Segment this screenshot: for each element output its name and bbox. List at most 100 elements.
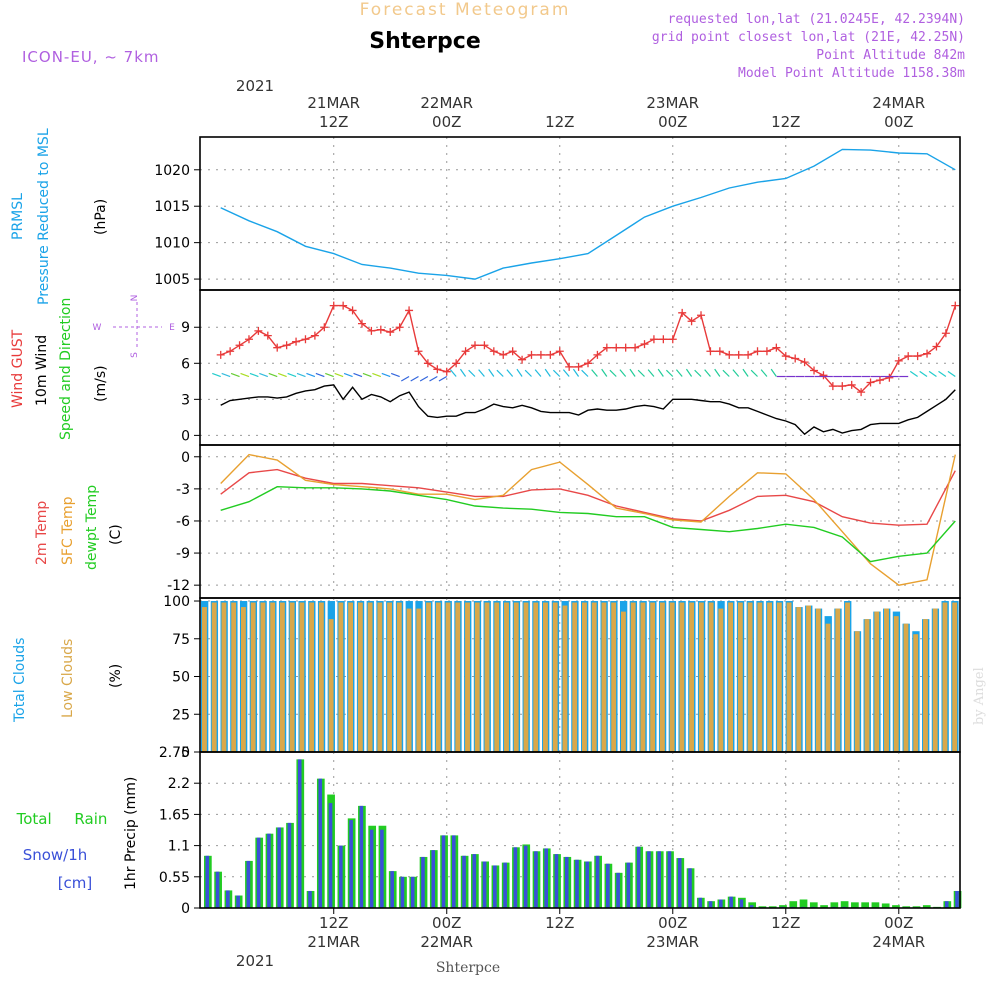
- gust-marker: [612, 343, 621, 352]
- requested-coords: requested lon,lat (21.0245E, 42.2394N): [668, 12, 965, 27]
- pressure-labels: PRMSL Pressure Reduced to MSL (hPa): [10, 128, 109, 305]
- low-cloud-bar: [260, 602, 266, 752]
- rain-bar: [830, 902, 839, 908]
- top-hour-label: 12Z: [319, 113, 348, 131]
- gust-marker: [857, 388, 866, 397]
- panel-wind: 0 3 6 9: [181, 289, 961, 446]
- rain-bar: [799, 899, 808, 908]
- bottom-year-label: 2021: [236, 952, 274, 970]
- snow-bar: [410, 876, 415, 908]
- wind-arrow: [230, 372, 240, 378]
- gust-marker: [866, 378, 875, 387]
- top-hour-label: 12Z: [545, 113, 574, 131]
- y-tick-label: 1.65: [159, 807, 190, 823]
- low-cloud-bar: [864, 619, 870, 752]
- gust-marker: [781, 352, 790, 361]
- gust-marker: [480, 341, 489, 350]
- low-cloud-bar: [737, 602, 743, 752]
- wind-gust-label: Wind GUST: [10, 329, 26, 408]
- low-cloud-bar: [299, 602, 305, 752]
- y-tick-label: 0: [181, 428, 190, 444]
- snow-bar: [226, 890, 230, 908]
- wind-arrow: [572, 368, 580, 377]
- gust-marker: [875, 376, 884, 385]
- low-cloud-bar: [669, 602, 675, 752]
- bottom-hour-label: 00Z: [658, 914, 687, 932]
- snow-bar: [749, 905, 754, 908]
- low-cloud-bar: [913, 634, 919, 752]
- wind-arrow: [249, 372, 259, 378]
- gust-marker: [489, 347, 498, 356]
- low-cloud-bar: [620, 611, 626, 752]
- sfc-temp-line: [220, 453, 956, 586]
- snow-bar: [205, 855, 210, 908]
- low-cloud-bar: [679, 602, 685, 752]
- wind-arrow: [400, 375, 410, 382]
- wind-arrow: [534, 369, 542, 377]
- gust-marker: [395, 323, 404, 332]
- y-tick-label: -6: [176, 514, 190, 530]
- chart-title: Shterpce: [369, 29, 481, 54]
- low-cloud-bar: [757, 602, 763, 752]
- low-cloud-bar: [796, 607, 802, 752]
- snow-label: Snow/1h: [23, 846, 88, 864]
- top-date-label: 22MAR: [420, 94, 473, 112]
- low-cloud-bar: [289, 602, 295, 752]
- gust-marker: [226, 347, 235, 356]
- panel-frame: [199, 444, 961, 599]
- snow-bar: [708, 901, 713, 908]
- gust-marker: [923, 349, 932, 358]
- top-hour-label: 00Z: [658, 113, 687, 131]
- rain-bar: [779, 905, 787, 908]
- gust-marker: [536, 350, 545, 359]
- gust-marker: [810, 366, 819, 375]
- gust-marker: [631, 343, 640, 352]
- temp-labels: 2m Temp SFC Temp dewpt Temp (C): [34, 485, 124, 570]
- y-tick-label: 2.2: [168, 776, 190, 792]
- gust-marker: [602, 343, 611, 352]
- low-cloud-bar: [387, 602, 392, 752]
- snow-bar: [688, 868, 692, 908]
- low-cloud-bar: [582, 602, 587, 752]
- pressure-label-prmsl: PRMSL: [10, 193, 26, 240]
- wind-line: [220, 384, 956, 436]
- low-cloud-bar: [416, 608, 422, 752]
- snow-bar: [544, 848, 549, 908]
- low-cloud-bar: [650, 602, 656, 752]
- snow-bar: [955, 890, 959, 908]
- gust-marker: [357, 319, 366, 328]
- y-tick-label: -12: [167, 578, 190, 594]
- model-label: ICON-EU, ~ 7km: [22, 48, 160, 66]
- pressure-line: [220, 148, 956, 280]
- gust-marker: [847, 380, 856, 389]
- gust-marker: [405, 306, 414, 315]
- gust-marker: [697, 311, 706, 320]
- snow-bar: [513, 847, 518, 908]
- wind-arrow: [429, 375, 438, 382]
- gust-marker: [527, 350, 536, 359]
- low-cloud-bar: [309, 602, 315, 752]
- total-clouds-label: Total Clouds: [12, 638, 28, 723]
- gust-marker: [310, 331, 319, 340]
- wind-arrow: [714, 368, 721, 377]
- snow-bar: [256, 837, 261, 908]
- snow-bar: [595, 855, 600, 908]
- y-tick-label: 50: [172, 670, 190, 686]
- gust-marker: [292, 337, 301, 346]
- wind-arrow: [619, 369, 627, 377]
- wind-arrow: [732, 369, 740, 377]
- low-cloud-bar: [328, 619, 334, 752]
- low-cloud-bar: [270, 602, 276, 752]
- wind-arrow: [496, 369, 504, 377]
- rain-bar: [851, 902, 859, 908]
- top-date-label: 23MAR: [646, 94, 699, 112]
- snow-bar: [482, 861, 487, 908]
- wind-arrow: [212, 372, 221, 378]
- snow-bar: [390, 871, 394, 908]
- gust-marker: [423, 359, 432, 368]
- cloud-unit: (%): [108, 664, 124, 688]
- compass-n: N: [130, 295, 140, 302]
- y-tick-label: 1010: [154, 236, 190, 252]
- wind-arrow: [315, 372, 325, 378]
- wind-arrow: [609, 369, 617, 377]
